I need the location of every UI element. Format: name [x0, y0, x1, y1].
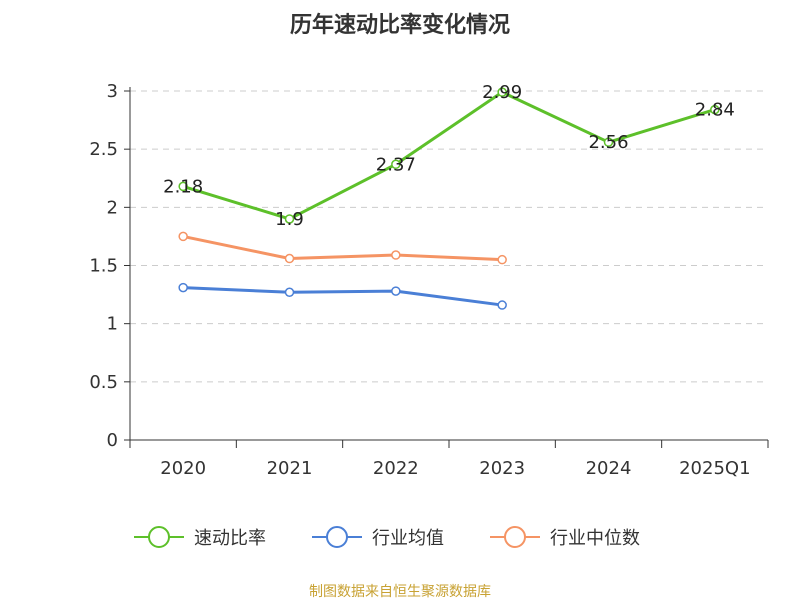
data-point [497, 87, 507, 97]
plot-area: 2.18 1.9 2.37 2.99 2.56 2.84 [163, 82, 735, 310]
series-line [182, 234, 503, 262]
y-tick-label: 2 [107, 197, 118, 218]
data-point [391, 286, 401, 296]
y-tick-label: 1 [107, 314, 118, 335]
data-label: 2.18 [163, 176, 203, 197]
grid [130, 90, 768, 383]
data-point [284, 214, 295, 224]
legend-marker [148, 526, 170, 548]
legend-label: 行业中位数 [550, 528, 640, 549]
y-tick-label: 3 [107, 81, 118, 102]
data-label: 2.56 [588, 132, 628, 153]
data-point [603, 137, 614, 147]
data-point [178, 231, 188, 242]
data-point [284, 253, 295, 264]
data-point [710, 104, 720, 115]
data-point [284, 287, 295, 298]
legend: 速动比率 行业均值 行业中位数 [134, 526, 640, 549]
source-note: 制图数据来自恒生聚源数据库 [309, 584, 491, 600]
series-line [183, 286, 503, 307]
chart-title: 历年速动比率变化情况 [290, 12, 510, 38]
data-label: 2.99 [482, 82, 522, 103]
axes: 0 0.5 1 1.5 2 2.5 3 2020 2021 2022 2023 2024 2025Q1 [89, 81, 769, 479]
data-point [497, 300, 507, 310]
data-point [178, 181, 188, 192]
data-point [391, 250, 401, 260]
y-tick-label: 0 [107, 430, 118, 451]
legend-label: 行业均值 [372, 528, 444, 549]
x-tick-label: 2023 [479, 458, 525, 479]
legend-marker [326, 526, 348, 548]
data-point [497, 254, 507, 265]
data-label: 2.37 [376, 154, 416, 175]
data-label: 2.84 [695, 100, 735, 121]
x-tick-label: 2024 [586, 458, 632, 479]
legend-marker [504, 526, 526, 548]
data-label: 1.9 [275, 209, 304, 230]
x-tick-label: 2020 [160, 458, 206, 479]
legend-label: 速动比率 [194, 528, 266, 549]
y-tick-label: 1.5 [89, 256, 118, 277]
x-tick-label: 2022 [373, 458, 419, 479]
legend-item[interactable]: 行业均值 [312, 526, 444, 549]
data-point [391, 159, 401, 170]
legend-item[interactable]: 速动比率 [134, 526, 266, 549]
y-tick-label: 2.5 [89, 139, 118, 160]
legend-item[interactable]: 行业中位数 [490, 526, 640, 549]
series-line [182, 90, 716, 221]
x-tick-label: 2021 [267, 458, 313, 479]
x-tick-label: 2025Q1 [679, 458, 750, 479]
y-tick-label: 0.5 [89, 372, 118, 393]
data-point [178, 282, 188, 293]
